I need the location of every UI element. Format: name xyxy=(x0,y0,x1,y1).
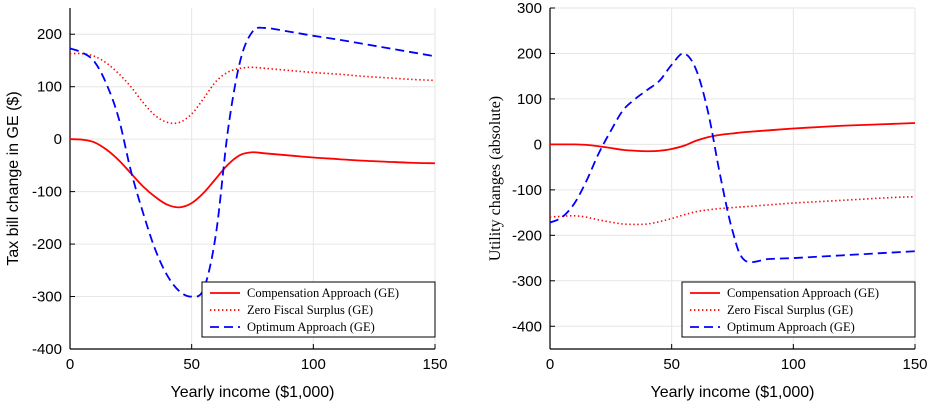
right-series-line-dotted xyxy=(550,195,915,226)
right-x-tick-label: 50 xyxy=(663,356,680,373)
right-legend-box xyxy=(681,281,916,338)
left-legend-box xyxy=(201,281,436,338)
right-y-tick-label: 200 xyxy=(517,45,542,62)
right-y-tick-label: 0 xyxy=(534,136,542,153)
left-x-axis-label: Yearly income ($1,000) xyxy=(171,384,335,401)
right-x-axis-label: Yearly income ($1,000) xyxy=(651,384,815,401)
left-y-tick-label: 200 xyxy=(37,26,62,43)
right-y-tick-label: -400 xyxy=(512,318,542,335)
right-legend-label: Compensation Approach (GE) xyxy=(727,286,879,300)
left-y-tick-label: -300 xyxy=(32,289,62,306)
left-y-tick-label: 0 xyxy=(54,131,62,148)
right-y-axis-label: Utility changes (absolute) xyxy=(487,96,504,261)
left-y-tick-label: -400 xyxy=(32,341,62,358)
right-x-tick-label: 0 xyxy=(546,356,554,373)
right-y-tick-label: -300 xyxy=(512,273,542,290)
right-y-tick-label: 100 xyxy=(517,91,542,108)
right-y-tick-label: -100 xyxy=(512,182,542,199)
right-series-line-dashed xyxy=(550,52,915,264)
left-y-tick-label: -100 xyxy=(32,184,62,201)
left-legend-label: Compensation Approach (GE) xyxy=(247,286,399,300)
right-x-tick-label: 150 xyxy=(902,356,927,373)
right-x-tick-label: 100 xyxy=(781,356,806,373)
right-y-tick-label: -200 xyxy=(512,227,542,244)
right-legend: Compensation Approach (GE) Zero Fiscal Su… xyxy=(681,281,916,338)
right-legend-label: Optimum Approach (GE) xyxy=(727,320,855,334)
left-series-line-dotted xyxy=(70,52,435,125)
left-legend: Compensation Approach (GE) Zero Fiscal Su… xyxy=(201,281,436,338)
right-y-tick-label: 300 xyxy=(517,0,542,17)
left-x-tick-label: 0 xyxy=(66,356,74,373)
left-y-tick-label: 100 xyxy=(37,79,62,96)
left-x-tick-label: 100 xyxy=(301,356,326,373)
left-series-line-solid xyxy=(70,138,435,209)
left-legend-label: Zero Fiscal Surplus (GE) xyxy=(247,303,373,317)
left-y-axis-label: Tax bill change in GE ($) xyxy=(5,91,22,265)
left-legend-label: Optimum Approach (GE) xyxy=(247,320,375,334)
right-legend-label: Zero Fiscal Surplus (GE) xyxy=(727,303,853,317)
left-x-tick-label: 150 xyxy=(422,356,447,373)
right-series-line-solid xyxy=(550,122,915,153)
left-y-tick-label: -200 xyxy=(32,236,62,253)
left-x-tick-label: 50 xyxy=(183,356,200,373)
right-chart: 0 50 100 150 -400 -300 -200 -100 0 100 200 300 Yearl… xyxy=(487,0,928,401)
left-series-line-dashed xyxy=(70,26,435,298)
left-chart: 0 50 100 150 -400 -300 -200 -100 0 100 200 Yearly i… xyxy=(5,8,448,401)
